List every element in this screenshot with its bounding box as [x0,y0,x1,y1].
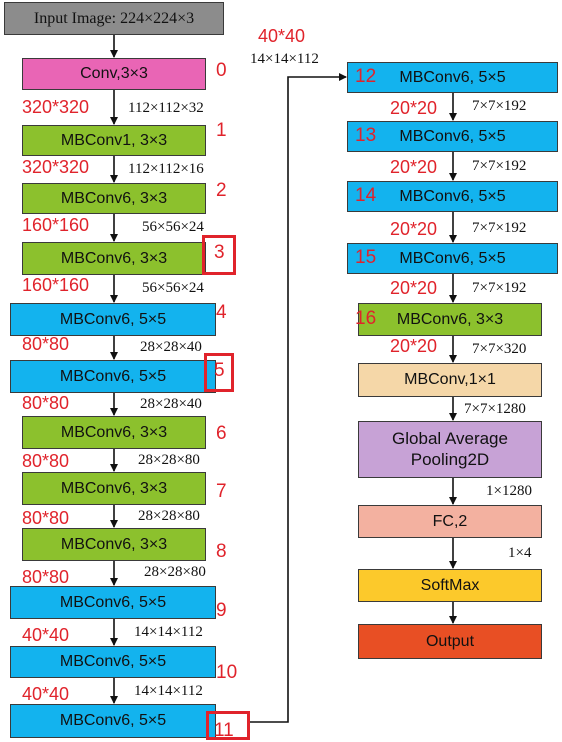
block-index-9: 9 [216,600,227,621]
mbconv-block-15: MBConv6, 5×5 [347,243,558,274]
mbconv-block-1: MBConv1, 3×3 [22,125,206,156]
tensor-shape-label: 112×112×32 [128,100,204,116]
block-index-8: 8 [216,541,227,562]
highlight-box-3 [202,235,236,275]
global-average-pooling-block: Global Average Pooling2D [358,421,542,478]
resolution-label: 20*20 [390,278,438,298]
resolution-label: 160*160 [22,215,90,235]
mbconv-block-9: MBConv6, 5×5 [10,586,216,619]
tensor-shape-label: 28×28×40 [140,339,202,355]
mbconv-block-7: MBConv6, 3×3 [22,472,206,505]
tensor-shape-label: 1×4 [508,545,532,561]
block-index-5: 5 [214,360,225,381]
block-index-7: 7 [216,481,227,502]
mbconv-block-10: MBConv6, 5×5 [10,646,216,678]
mbconv-block-8: MBConv6, 3×3 [22,528,206,561]
resolution-label: 160*160 [22,275,90,295]
block-index-1: 1 [216,120,227,141]
tensor-shape-label: 56×56×24 [142,280,204,296]
output-block: Output [358,624,542,659]
tensor-shape-label: 7×7×192 [472,280,527,296]
block-index-13: 13 [355,125,377,146]
resolution-label: 80*80 [22,334,70,354]
block-index-0: 0 [216,60,227,81]
tensor-shape-label: 7×7×1280 [464,401,526,417]
highlight-box-11 [206,711,250,740]
fc-block: FC,2 [358,505,542,538]
tensor-shape-label: 7×7×192 [472,220,527,236]
mbconv-block-3: MBConv6, 3×3 [22,242,206,275]
tensor-shape-label: 7×7×192 [472,98,527,114]
resolution-label: 20*20 [390,336,438,356]
mbconv-1x1-block: MBConv,1×1 [358,363,542,397]
mbconv-block-12: MBConv6, 5×5 [347,62,558,93]
resolution-label: 320*320 [22,157,90,177]
resolution-label: 20*20 [390,219,438,239]
input-image-box: Input Image: 224×224×3 [4,2,224,35]
connector-shape-label: 14×14×112 [250,51,319,67]
mbconv-block-14: MBConv6, 5×5 [347,181,558,212]
resolution-label: 80*80 [22,508,70,528]
block-index-11: 11 [214,720,234,741]
resolution-label: 320*320 [22,97,90,117]
conv-block-0: Conv,3×3 [22,58,206,90]
resolution-label: 40*40 [22,684,70,704]
resolution-label: 80*80 [22,393,70,413]
tensor-shape-label: 56×56×24 [142,219,204,235]
resolution-label: 80*80 [22,567,70,587]
block-index-2: 2 [216,180,227,201]
tensor-shape-label: 28×28×80 [138,508,200,524]
tensor-shape-label: 14×14×112 [134,683,203,699]
resolution-label: 20*20 [390,157,438,177]
tensor-shape-label: 1×1280 [486,483,532,499]
mbconv-block-11: MBConv6, 5×5 [10,704,216,738]
resolution-label: 80*80 [22,451,70,471]
resolution-label: 40*40 [22,625,70,645]
tensor-shape-label: 28×28×40 [140,396,202,412]
block-index-16: 16 [355,308,377,329]
block-index-6: 6 [216,423,227,444]
tensor-shape-label: 28×28×80 [144,564,206,580]
mbconv-block-4: MBConv6, 5×5 [10,303,216,336]
mbconv-block-2: MBConv6, 3×3 [22,183,206,214]
block-index-15: 15 [355,247,377,268]
tensor-shape-label: 14×14×112 [134,624,203,640]
tensor-shape-label: 7×7×192 [472,158,527,174]
block-index-3: 3 [214,242,225,263]
block-index-4: 4 [216,302,227,323]
block-index-10: 10 [216,662,238,683]
connector-resolution-label: 40*40 [258,26,306,46]
mbconv-block-13: MBConv6, 5×5 [347,121,558,152]
block-index-14: 14 [355,185,377,206]
highlight-box-5 [204,353,234,392]
mbconv-block-16: MBConv6, 3×3 [358,303,542,336]
softmax-block: SoftMax [358,569,542,602]
mbconv-block-5: MBConv6, 5×5 [10,360,216,393]
tensor-shape-label: 7×7×320 [472,341,527,357]
tensor-shape-label: 112×112×16 [128,161,204,177]
resolution-label: 20*20 [390,98,438,118]
tensor-shape-label: 28×28×80 [138,452,200,468]
block-index-12: 12 [355,66,377,87]
mbconv-block-6: MBConv6, 3×3 [22,416,206,449]
